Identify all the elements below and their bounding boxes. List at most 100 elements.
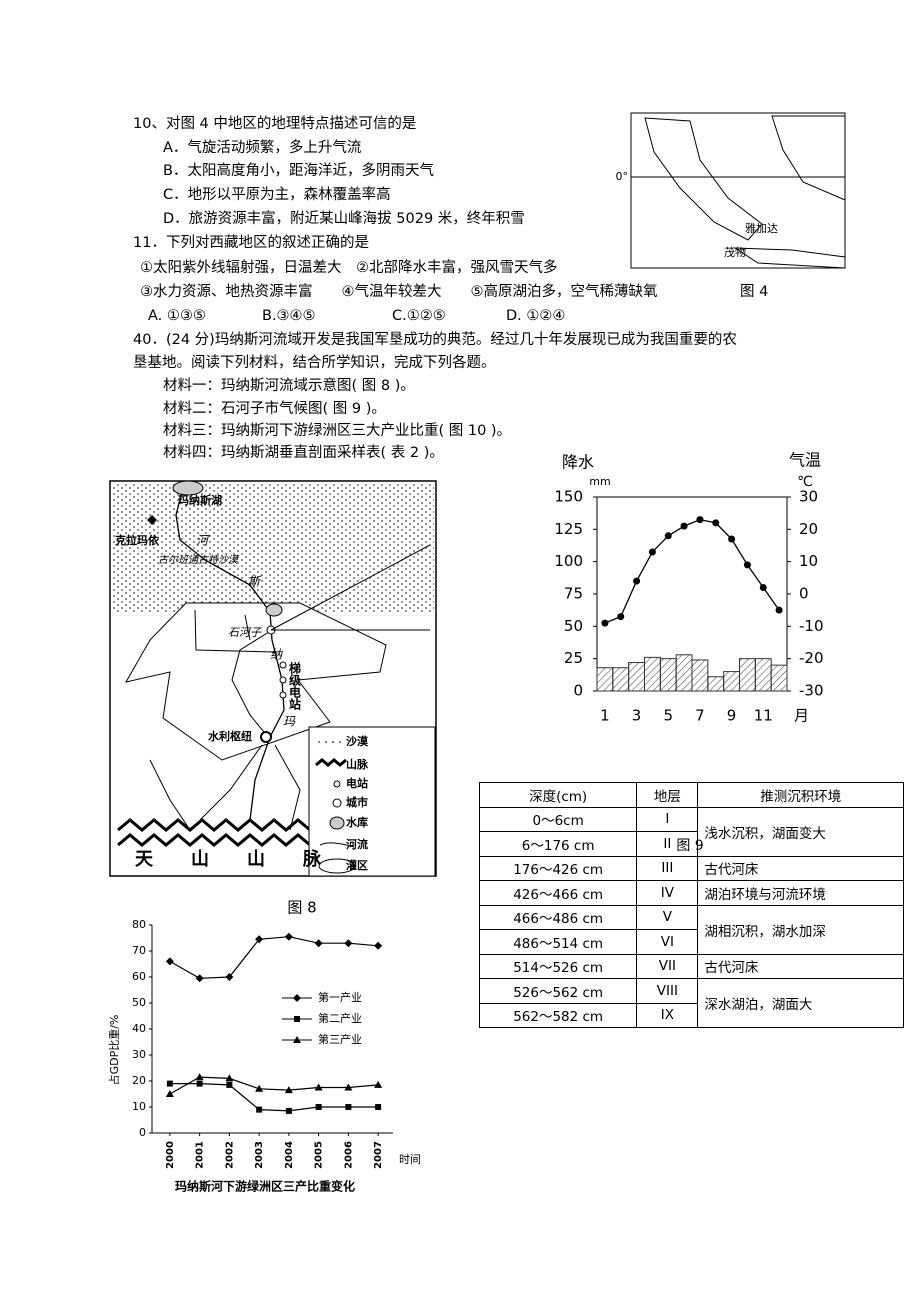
temperature-point xyxy=(728,535,736,543)
question-stem: 10、对图 4 中地区的地理特点描述可信的是 xyxy=(133,115,416,132)
cell: 486～514 cm xyxy=(478,929,638,955)
y2-tick-label: -20 xyxy=(799,649,824,667)
option: A. ①③⑤ xyxy=(148,308,206,324)
river-label: 纳 xyxy=(270,648,283,662)
series-marker xyxy=(374,1080,383,1088)
cell: 176～426 cm xyxy=(478,855,638,881)
precip-bar xyxy=(770,664,788,692)
figure-caption: 图 8 xyxy=(287,899,316,917)
sediment-table: 深度(cm) 地层 推测沉积环境 0～6cm I 浅水沉积，湖面变大 6～176 cm I… xyxy=(478,782,904,1028)
figure-caption: 图 4 xyxy=(740,284,768,300)
x-tick-label: 11 xyxy=(754,707,773,725)
x-tick-label: 2007 xyxy=(373,1141,384,1169)
legend-label: 灌区 xyxy=(346,858,368,872)
temperature-point xyxy=(664,532,672,540)
series-marker xyxy=(284,1086,293,1094)
legend-label: 第三产业 xyxy=(318,1032,362,1046)
series-marker xyxy=(225,1074,234,1082)
series-line xyxy=(169,1082,379,1112)
figure4-map: 0° 雅加达 茂物 xyxy=(616,112,846,269)
y-tick-label: 50 xyxy=(132,996,146,1009)
cell: 6～176 cm xyxy=(478,831,638,857)
series-marker xyxy=(314,1083,323,1091)
cell: II xyxy=(636,831,699,857)
y-tick-label: 10 xyxy=(132,1100,146,1113)
x-tick-label: 2002 xyxy=(224,1141,235,1169)
option: D. ①②④ xyxy=(506,308,565,324)
cell: 0～6cm xyxy=(478,806,638,832)
cell: VIII xyxy=(636,978,699,1004)
series-marker xyxy=(225,973,234,981)
precip-bar xyxy=(628,662,646,692)
axis-title: 气温 xyxy=(789,451,821,470)
precip-bar xyxy=(739,658,756,692)
y-tick-label: 20 xyxy=(132,1074,146,1087)
temperature-point xyxy=(696,516,704,524)
cell: 514～526 cm xyxy=(478,953,638,979)
precip-bar xyxy=(754,658,772,692)
series-marker xyxy=(196,1080,203,1087)
y2-tick-label: 20 xyxy=(799,520,818,538)
y-tick-label: 125 xyxy=(554,520,583,538)
material: 材料三：玛纳斯河下游绿洲区三大产业比重( 图 10 )。 xyxy=(163,422,511,439)
series-marker xyxy=(165,1090,174,1097)
temperature-point xyxy=(648,548,656,556)
cell: VI xyxy=(636,929,699,955)
table-header: 推测沉积环境 xyxy=(697,782,904,808)
statement: ③水力资源、地热资源丰富 ④气温年较差大 ⑤高原湖泊多，空气稀薄缺氧 xyxy=(140,282,658,300)
x-tick-label: 2003 xyxy=(254,1141,265,1169)
map-label: 克拉玛依 xyxy=(115,533,160,547)
y2-tick-label: 30 xyxy=(799,488,818,506)
option: C.①②⑤ xyxy=(392,308,446,324)
temperature-point xyxy=(617,613,625,621)
series-marker xyxy=(344,1083,353,1091)
cell: III xyxy=(636,855,699,881)
series-marker xyxy=(314,939,323,948)
river-label: 河 xyxy=(196,534,210,548)
temperature-point xyxy=(633,577,641,585)
map-label: 古尔班通古特沙漠 xyxy=(158,554,240,566)
river-label: 玛 xyxy=(283,715,296,729)
option: D．旅游资源丰富，附近某山峰海拔 5029 米，终年积雪 xyxy=(163,209,525,227)
x-tick-label: 2004 xyxy=(284,1141,295,1169)
series-marker xyxy=(344,939,353,948)
map-label: 茂物 xyxy=(724,245,746,259)
x-tick-label: 2001 xyxy=(195,1141,206,1169)
material: 材料二：石河子市气候图( 图 9 )。 xyxy=(163,400,386,417)
series-marker xyxy=(374,941,383,950)
question-stem: 11．下列对西藏地区的叙述正确的是 xyxy=(133,234,369,251)
y-tick-label: 40 xyxy=(132,1022,146,1035)
series-marker xyxy=(256,1106,263,1113)
statement: ①太阳紫外线辐射强，日温差大 ②北部降水丰富，强风雪天气多 xyxy=(140,258,558,276)
map-label: 石河子 xyxy=(228,626,262,639)
y-tick-label: 75 xyxy=(564,585,583,603)
cell: 562～582 cm xyxy=(478,1002,638,1028)
series-marker xyxy=(226,1081,233,1088)
option: A．气旋活动频繁，多上升气流 xyxy=(163,139,361,156)
map-label: 水利枢纽 xyxy=(208,729,252,743)
map-label: 天山山脉 xyxy=(135,848,359,870)
x-tick-label: 1 xyxy=(600,707,610,725)
option: B．太阳高度角小，距海洋近，多阴雨天气 xyxy=(163,162,434,179)
x-tick-label: 3 xyxy=(632,707,642,725)
temperature-point xyxy=(601,619,609,627)
series-marker xyxy=(255,1084,264,1092)
y-tick-label: 100 xyxy=(554,552,583,570)
temperature-point xyxy=(759,584,767,592)
option: B.③④⑤ xyxy=(262,308,316,324)
precip-bar xyxy=(675,654,693,692)
temperature-line xyxy=(604,518,780,624)
table-header: 地层 xyxy=(636,782,699,808)
map-label: 梯级电站 xyxy=(288,661,302,711)
cell: VII xyxy=(636,953,699,979)
material: 材料四：玛纳斯湖垂直剖面采样表( 表 2 )。 xyxy=(163,444,444,461)
precip-bar xyxy=(659,658,677,692)
legend-marker xyxy=(293,1036,301,1043)
x-tick-label: 7 xyxy=(695,707,705,725)
series-marker xyxy=(195,974,204,983)
cell: 466～486 cm xyxy=(478,904,638,930)
y2-tick-label: 0 xyxy=(799,585,809,603)
x-tick-label: 5 xyxy=(663,707,673,725)
cell: 湖相沉积，湖水加深 xyxy=(697,904,904,955)
